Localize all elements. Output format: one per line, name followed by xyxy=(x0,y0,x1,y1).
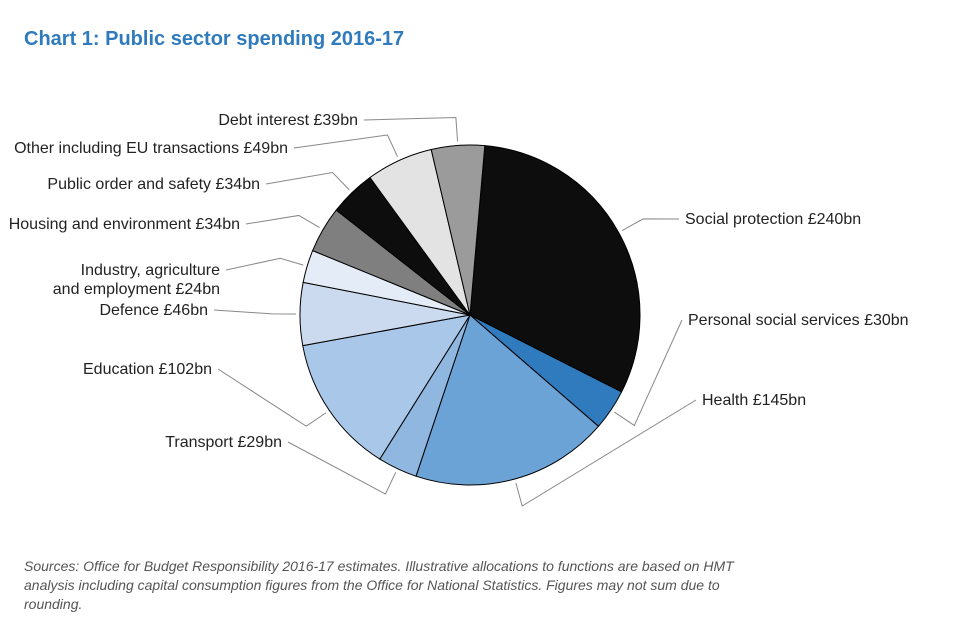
slice-label: Defence £46bn xyxy=(99,301,208,320)
leader-line xyxy=(294,135,398,157)
leader-line xyxy=(226,258,303,270)
leader-line xyxy=(218,369,326,426)
slice-label: Social protection £240bn xyxy=(685,210,861,229)
leader-line xyxy=(246,215,320,227)
slice-label: Health £145bn xyxy=(702,391,806,410)
slice-label: Industry, agriculture and employment £24… xyxy=(53,261,220,299)
slice-label: Other including EU transactions £49bn xyxy=(14,139,288,158)
leader-line xyxy=(266,172,349,189)
leader-line xyxy=(214,310,296,314)
slice-label: Transport £29bn xyxy=(165,433,282,452)
leader-line xyxy=(364,118,458,142)
slice-label: Debt interest £39bn xyxy=(218,111,358,130)
slice-label: Education £102bn xyxy=(83,360,212,379)
source-note: Sources: Office for Budget Responsibilit… xyxy=(24,557,764,614)
chart-container: { "chart": { "type": "pie", "title": "Ch… xyxy=(0,0,960,640)
slice-label: Personal social services £30bn xyxy=(688,311,909,330)
slice-label: Public order and safety £34bn xyxy=(47,175,260,194)
leader-line xyxy=(622,219,679,231)
slice-label: Housing and environment £34bn xyxy=(9,215,240,234)
